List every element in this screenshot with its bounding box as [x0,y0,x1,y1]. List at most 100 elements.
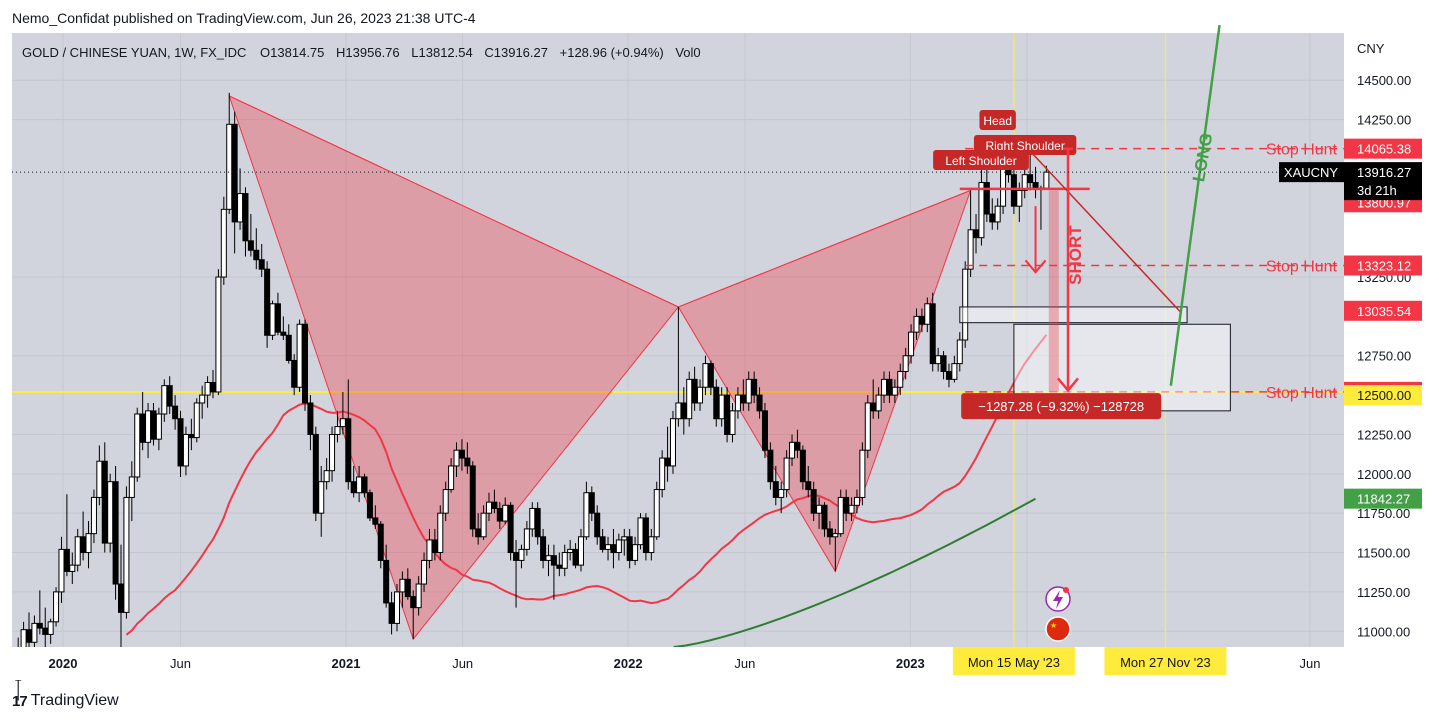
candle-body [816,504,823,514]
candle-body [805,481,812,491]
candle-body [220,208,227,278]
candle-body [983,182,990,215]
y-tick-label: 11000.00 [1357,624,1410,639]
candle [469,461,476,537]
svg-text:★: ★ [1050,621,1057,630]
candle-body [312,433,319,514]
candle-body [913,315,920,333]
china-flag-icon[interactable]: ★ [1045,616,1071,642]
candle-body [897,370,904,388]
price-axis[interactable] [1344,33,1427,647]
y-tick-label: 11250.00 [1357,585,1410,600]
candle-body [740,394,747,404]
candle-body [85,533,92,554]
candle [42,607,49,647]
candle-body [669,418,676,467]
chart-area[interactable] [12,33,1427,680]
candle [967,190,974,278]
candle [956,332,963,372]
candle [388,591,395,635]
candle-body [513,552,520,561]
candle [220,196,227,285]
candle [853,489,860,514]
candle [935,347,942,372]
candle [253,228,260,270]
candle-body [134,413,141,478]
candle [621,528,628,556]
candle-body [724,394,731,435]
candle-body [53,591,60,623]
stop-hunt-label: Stop Hunt [1266,142,1338,159]
candle-body [307,402,314,435]
candle [599,528,606,553]
candle-body [577,536,584,566]
time-markers: Mon 15 May '23 Mon 27 Nov '23 [952,647,1227,675]
y-tick-label: 12250.00 [1357,427,1411,442]
candle [269,300,276,340]
candle-body [383,559,390,604]
candle-body [366,492,373,519]
candle [285,324,292,364]
candle [1027,151,1034,191]
candle-body [545,555,552,561]
event-icon-lightning[interactable] [1045,586,1071,612]
candle-body [258,259,265,270]
annotations: Stop Hunt Stop Hunt Stop Hunt Head Right Sho… [12,24,1344,420]
candle-body [426,539,433,561]
candle-body [870,402,877,412]
candle [724,387,731,443]
price-label: 11842.27 [1357,492,1410,507]
candle [799,445,806,490]
candle [929,292,936,372]
price-label: 13035.54 [1357,304,1411,319]
candle [242,187,249,257]
candle [448,458,455,493]
candle-body [659,457,666,491]
candle-body [150,410,157,440]
candle-body [107,481,114,544]
candle [118,544,125,655]
candle-body [480,512,487,538]
candle [307,395,314,451]
candle [902,347,909,380]
pattern-leg [678,189,971,308]
candle-body [172,405,179,420]
candle-body [339,418,346,428]
candle-body [74,536,81,566]
candle-body [323,470,330,483]
arrow-down-small-head [1024,259,1047,274]
candle-body [63,548,70,572]
candle [659,450,666,498]
candle-body [58,548,65,593]
candle [577,528,584,572]
candle-body [31,622,38,643]
candle [177,410,184,477]
candle-body [886,378,893,396]
ma-green-line [673,497,1036,648]
candle [258,243,265,278]
candle [274,292,281,336]
candle-body [967,229,974,270]
harmonic-pattern [228,95,972,641]
candle [161,379,168,422]
x-tick-label: Jun [170,656,191,671]
candle-body [431,539,438,554]
candle-body [410,596,417,609]
candle-body [973,229,980,239]
candle [231,111,238,254]
candle-body [1043,171,1050,189]
footer-brand[interactable]: TradingView [30,692,119,709]
symbol-tag-bg [1279,162,1344,183]
candle [686,371,693,427]
x-tick-label: Jun [1300,656,1321,671]
candle [145,402,152,459]
supply-zone [959,306,1188,324]
candle [372,505,379,529]
candle [691,366,698,411]
candle-body [523,528,530,550]
candle [247,214,254,257]
published-line: Nemo_Confidat published on TradingView.c… [12,10,476,26]
candle-body [859,449,866,498]
candle-body [572,548,579,566]
